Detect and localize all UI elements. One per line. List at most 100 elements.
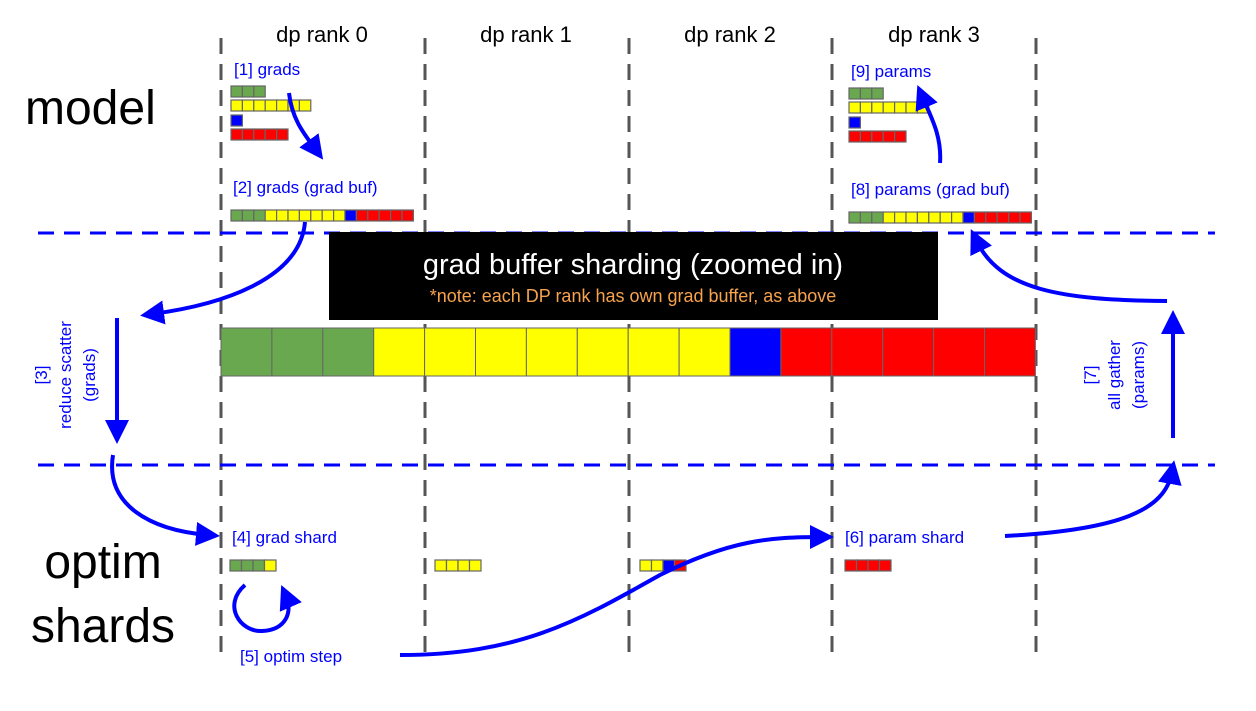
row-label-model: model: [25, 82, 156, 135]
grad-tensor-cell-green: [241, 85, 255, 98]
zoomed-buffer-cell-red: [882, 327, 935, 377]
grad-buffer-cell-red: [355, 209, 369, 222]
step-6-label: [6] param shard: [845, 528, 964, 547]
param-tensor-cell-green: [859, 87, 873, 100]
param-tensor-cell-red: [848, 130, 861, 143]
grad-tensor-cell-green: [253, 85, 266, 98]
grad-buffer-cell-blue: [344, 209, 357, 222]
param-tensor-cell-red: [871, 130, 884, 143]
grad-tensor-cell-yellow: [298, 99, 312, 112]
column-header-rank-1: dp rank 1: [480, 22, 572, 47]
zoomed-buffer-cell-green: [220, 327, 273, 377]
zoomed-buffer-cell-yellow: [627, 327, 680, 377]
grad-tensor-cell-yellow: [276, 99, 289, 112]
grad-buffer-cell-yellow: [333, 209, 346, 222]
grad-buffer-cell-yellow: [276, 209, 289, 222]
row-label-optim: optim: [44, 536, 161, 589]
zoomed-buffer-cell-yellow: [525, 327, 578, 377]
param-buffer-cell-yellow: [893, 211, 907, 224]
zoomed-buffer-cell-red: [780, 327, 833, 377]
shard-cell-rank-3-red: [878, 559, 892, 572]
step-8-label: [8] params (grad buf): [851, 180, 1010, 199]
grad-buffer-cell-green: [241, 209, 255, 222]
param-buffer-cell-green: [871, 211, 884, 224]
column-header-rank-2: dp rank 2: [684, 22, 776, 47]
zoomed-buffer-cell-yellow: [373, 327, 426, 377]
param-buffer-cell-green: [859, 211, 873, 224]
grad-tensor-cell-red: [230, 128, 243, 141]
shard-cell-rank-3-red: [844, 559, 858, 572]
grad-buffer-cell-yellow: [310, 209, 323, 222]
arrow-optim-step-to-param-shard: [399, 525, 834, 657]
arrow-buffer-to-reduce-scatter: [140, 221, 307, 325]
arrow-all-gather-to-param-buffer: [970, 229, 1168, 303]
arrow-param-shard-to-all-gather: [1004, 460, 1182, 538]
grad-buffer-cell-green: [230, 209, 243, 222]
grad-buffer-cell-red: [401, 209, 414, 222]
step-7-label-num: [7]: [1081, 366, 1100, 385]
step-3-label-num: [3]: [32, 366, 51, 385]
param-buffer-cell-yellow: [950, 211, 964, 224]
zoomed-buffer-cell-yellow: [576, 327, 629, 377]
grad-buffer-cell-yellow: [298, 209, 312, 222]
param-tensor-cell-yellow: [893, 101, 907, 114]
shard-cell-rank-2-yellow: [650, 559, 664, 572]
param-tensor-cell-green: [848, 87, 861, 100]
param-tensor-cell-red: [893, 130, 907, 143]
arrow-to-grad-shard: [110, 454, 220, 546]
zoomed-buffer-cell-yellow: [475, 327, 527, 377]
arrow-optim-step-loop: [232, 583, 302, 634]
step-7-label-sub: (params): [1129, 341, 1148, 409]
param-buffer-cell-yellow: [939, 211, 953, 224]
grad-tensor-cell-red: [253, 128, 266, 141]
param-buffer-cell-yellow: [928, 211, 941, 224]
grad-buffer-cell-green: [253, 209, 266, 222]
param-tensor-cell-yellow: [905, 101, 918, 114]
param-buffer-cell-red: [985, 211, 998, 224]
grad-buffer-cell-yellow: [287, 209, 300, 222]
grad-tensor-cell-yellow: [241, 99, 255, 112]
param-buffer-cell-red: [1007, 211, 1021, 224]
grad-tensor-cell-yellow: [264, 99, 278, 112]
zoomed-buffer-cell-yellow: [678, 327, 731, 377]
param-buffer-cell-green: [848, 211, 861, 224]
param-buffer-cell-red: [1019, 211, 1032, 224]
param-buffer-cell-yellow: [905, 211, 918, 224]
step-3-label-text: reduce scatter: [56, 321, 75, 429]
shard-cell-rank-1-yellow: [445, 559, 459, 572]
step-9-label: [9] params: [851, 62, 931, 81]
grad-buffer-cell-red: [390, 209, 403, 222]
shard-cell-rank-0-green: [240, 559, 254, 572]
shard-cell-rank-0-yellow: [263, 559, 277, 572]
zoomed-buffer-cell-red: [933, 327, 985, 377]
zoomed-buffer-cell-green: [271, 327, 324, 377]
arrow-param-buffer-to-params: [915, 84, 943, 164]
param-tensor-cell-yellow: [859, 101, 873, 114]
row-label-shards: shards: [31, 600, 175, 653]
param-buffer-cell-red: [973, 211, 987, 224]
shard-cell-rank-0-green: [252, 559, 266, 572]
param-tensor-cell-red: [882, 130, 896, 143]
grad-tensor-cell-red: [241, 128, 255, 141]
banner-title: grad buffer sharding (zoomed in): [423, 249, 843, 281]
grad-buffer-cell-yellow: [321, 209, 335, 222]
zoomed-buffer-cell-yellow: [424, 327, 477, 377]
step-7-label-text: all gather: [1105, 340, 1124, 410]
shard-cell-rank-1-yellow: [457, 559, 471, 572]
step-4-label: [4] grad shard: [232, 528, 337, 547]
param-tensor-cell-red: [859, 130, 873, 143]
grad-tensor-cell-red: [276, 128, 289, 141]
param-tensor-cell-green: [871, 87, 884, 100]
grad-tensor-cell-yellow: [253, 99, 266, 112]
banner-box: [329, 232, 938, 320]
shard-cell-rank-0-green: [229, 559, 243, 572]
zoomed-buffer-cell-red: [831, 327, 884, 377]
step-3-label-sub: (grads): [80, 348, 99, 402]
param-tensor-cell-blue: [848, 116, 861, 129]
grad-tensor-cell-yellow: [230, 99, 243, 112]
column-header-rank-3: dp rank 3: [888, 22, 980, 47]
param-buffer-cell-yellow: [916, 211, 930, 224]
param-buffer-cell-yellow: [882, 211, 896, 224]
zoomed-buffer-cell-blue: [729, 327, 782, 377]
